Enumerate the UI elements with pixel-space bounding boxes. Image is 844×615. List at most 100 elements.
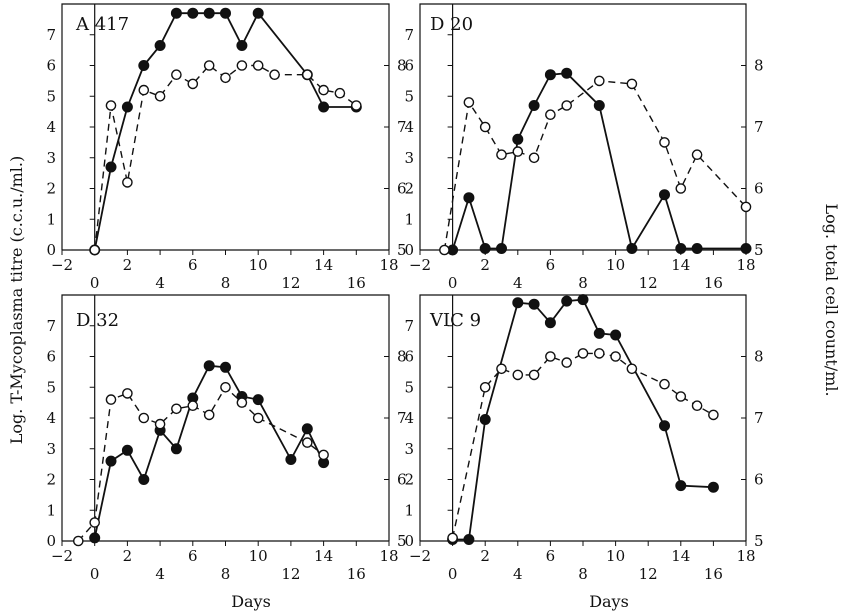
y-left-tick-label: 0	[404, 241, 414, 259]
titre-point	[659, 420, 670, 432]
titre-point	[561, 67, 573, 79]
cell-count-point	[236, 60, 248, 71]
y-left-tick-label: 4	[404, 118, 414, 136]
titre-point	[170, 443, 182, 455]
titre-series-line	[452, 298, 714, 541]
x-tick-label: 12	[281, 274, 300, 292]
titre-point	[138, 474, 150, 485]
y-left-tick-label: 1	[404, 501, 414, 519]
cell-count-point	[479, 121, 491, 133]
x-tick-label: 4	[155, 565, 165, 583]
titre-point	[187, 7, 199, 19]
titre-point	[463, 192, 475, 204]
x-tick-label: 8	[221, 565, 231, 583]
cell-count-point	[594, 75, 605, 87]
cell-count-point	[610, 351, 621, 362]
titre-point	[610, 329, 622, 341]
x-tick-label: 4	[513, 274, 523, 292]
x-tick-label: −2	[51, 256, 73, 274]
x-tick-label: 6	[188, 547, 198, 565]
y-left-tick-label: 5	[46, 87, 56, 105]
x-tick-label: −2	[409, 256, 431, 274]
cell-count-point	[334, 87, 346, 99]
y-left-tick-label: 7	[46, 317, 56, 335]
x-tick-label: −2	[51, 547, 73, 565]
cell-count-point	[203, 60, 215, 71]
cell-count-point	[350, 100, 362, 111]
cell-count-point	[496, 149, 507, 160]
cell-count-point	[496, 363, 507, 375]
panel-frame	[419, 294, 747, 541]
y-left-tick-label: 6	[46, 57, 56, 75]
cell-count-point	[187, 400, 199, 412]
y-left-tick-label: 0	[404, 532, 414, 550]
cell-count-point	[154, 418, 166, 430]
titre-point	[577, 294, 589, 306]
y-left-tick-label: 5	[46, 378, 56, 396]
y-right-tick-label: 5	[397, 532, 407, 550]
cell-count-point	[318, 449, 329, 461]
titre-point	[285, 454, 297, 465]
cell-count-point	[675, 183, 687, 194]
titre-point	[154, 40, 166, 51]
x-tick-label: 8	[578, 274, 588, 292]
x-tick-label: 6	[546, 547, 556, 565]
y-left-tick-label: 1	[404, 210, 414, 228]
x-tick-label: 18	[736, 547, 755, 565]
cell-count-point	[73, 535, 84, 547]
y-right-tick-label: 7	[754, 118, 764, 136]
titre-point	[675, 243, 687, 254]
cell-count-point	[512, 146, 524, 157]
y-left-tick-label: 6	[46, 348, 56, 366]
cell-count-point	[691, 149, 703, 160]
titre-point	[220, 361, 231, 373]
titre-series-line	[93, 11, 357, 251]
titre-series-line	[451, 72, 746, 251]
titre-point	[121, 444, 133, 456]
cell-count-point	[318, 84, 329, 96]
cell-count-point	[447, 532, 458, 544]
cell-count-point	[220, 381, 231, 393]
y-left-tick-label: 2	[404, 471, 414, 489]
cell-count-point	[545, 351, 556, 362]
y-left-tick-label: 7	[404, 317, 414, 335]
cell-count-point	[675, 391, 687, 402]
cell-count-point	[138, 412, 150, 424]
cell-count-point	[512, 369, 524, 381]
titre-point	[479, 414, 491, 425]
x-tick-label: 16	[704, 565, 723, 583]
x-tick-label: 2	[480, 256, 490, 274]
titre-point	[252, 7, 264, 19]
x-tick-label: 14	[671, 547, 690, 565]
x-tick-label: 18	[379, 256, 398, 274]
titre-point	[675, 480, 687, 492]
x-tick-label: 16	[347, 565, 366, 583]
titre-point	[170, 7, 182, 19]
cell-count-point	[105, 394, 117, 405]
x-tick-label: 10	[249, 256, 268, 274]
titre-point	[121, 101, 133, 113]
x-tick-label: 16	[347, 274, 366, 292]
cell-count-point	[301, 437, 313, 448]
y-left-tick-label: 0	[46, 532, 56, 550]
x-tick-label: 2	[480, 547, 490, 565]
cell-count-point	[220, 72, 231, 84]
x-tick-label: 18	[736, 256, 755, 274]
titre-point	[203, 7, 215, 19]
titre-point	[626, 243, 638, 254]
x-tick-label: 14	[314, 256, 333, 274]
cell-count-point	[122, 177, 133, 188]
titre-point	[236, 40, 248, 51]
x-axis-label-left: Days	[231, 592, 271, 611]
x-tick-label: 14	[314, 547, 333, 565]
titre-point	[544, 317, 556, 329]
cell-count-series-line	[77, 386, 325, 542]
y-right-tick-label: 5	[754, 532, 764, 550]
cell-count-point	[528, 369, 540, 381]
titre-point	[89, 532, 101, 544]
